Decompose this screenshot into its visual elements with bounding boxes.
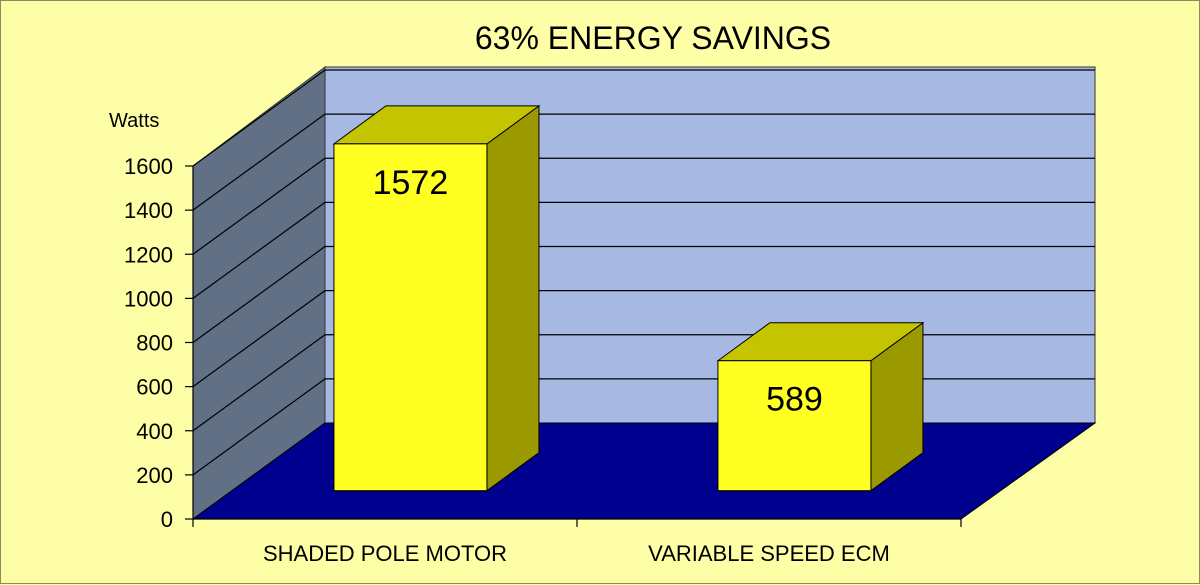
y-tick-label: 400 [136, 419, 173, 444]
gridline [192, 157, 1095, 255]
data-label: 1572 [373, 164, 449, 202]
bar [333, 143, 488, 492]
gridline [192, 245, 1095, 343]
x-category-label: SHADED POLE MOTOR [263, 541, 507, 566]
y-tick-label: 0 [161, 507, 173, 532]
y-tick-label: 600 [136, 375, 173, 400]
y-tick-label: 1600 [124, 154, 173, 179]
y-tick-label: 1200 [124, 242, 173, 267]
chart-title: 63% ENERGY SAVINGS [475, 20, 831, 56]
gridline [192, 201, 1095, 299]
x-category-label: VARIABLE SPEED ECM [648, 541, 890, 566]
y-axis-label: Watts [109, 110, 159, 132]
gridline [192, 69, 1095, 167]
y-tick-label: 1400 [124, 198, 173, 223]
gridline [192, 290, 1095, 388]
bar [717, 360, 872, 492]
y-tick-label: 800 [136, 331, 173, 356]
y-tick-label: 200 [136, 463, 173, 488]
y-tick-label: 1000 [124, 286, 173, 311]
bar-side [486, 104, 540, 492]
data-label: 589 [766, 381, 823, 419]
gridline [192, 113, 1095, 211]
floor [191, 422, 1097, 520]
